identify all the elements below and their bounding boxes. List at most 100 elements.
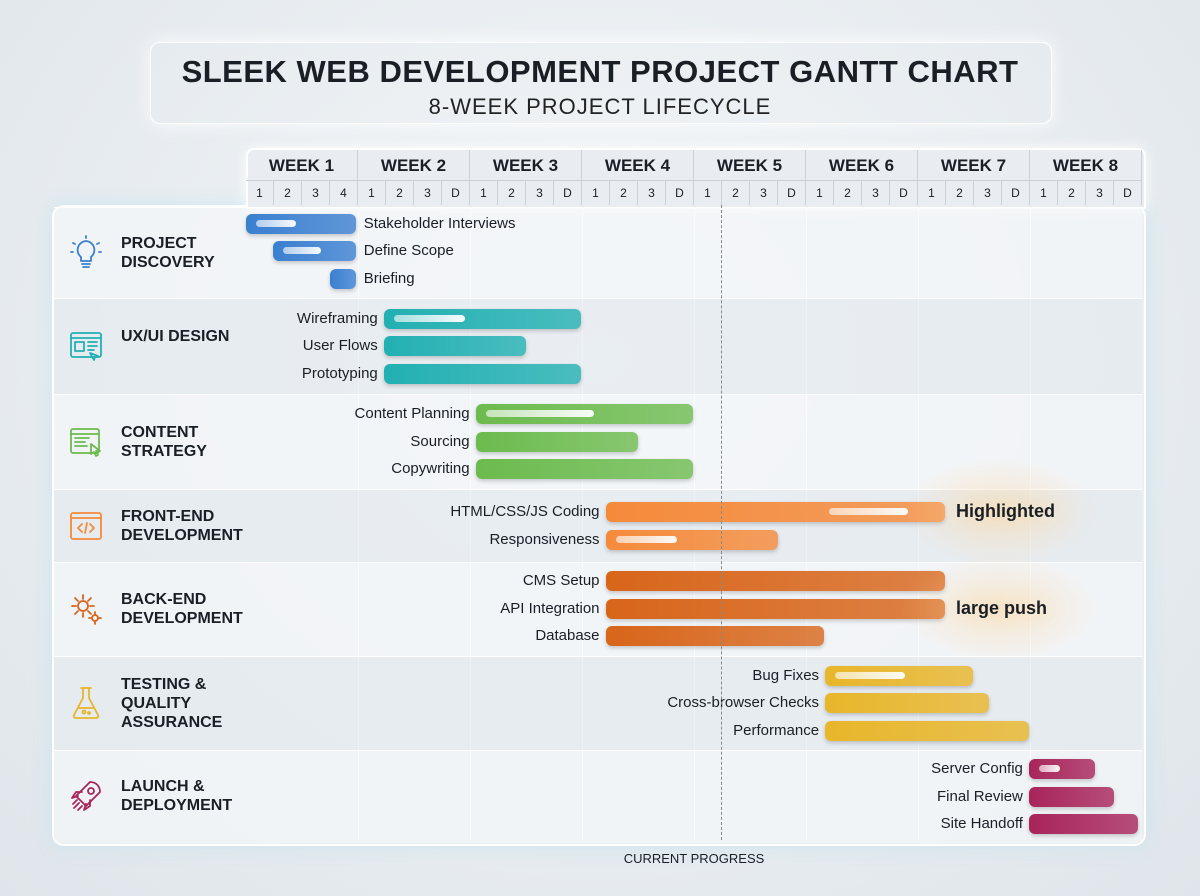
group-name: TESTING & QUALITY ASSURANCE xyxy=(121,675,223,731)
task-progress xyxy=(485,410,595,417)
task-label: Performance xyxy=(733,722,820,739)
task-bar[interactable] xyxy=(475,432,638,452)
week-header: WEEK 8 xyxy=(1030,150,1142,180)
rocket-icon xyxy=(68,778,104,814)
task-label: Copywriting xyxy=(391,460,470,477)
day-header: 3 xyxy=(302,180,330,205)
day-header: 2 xyxy=(274,180,302,205)
chart-subtitle: 8-WEEK PROJECT LIFECYCLE xyxy=(428,94,772,119)
flask-icon xyxy=(68,685,104,721)
day-header: 2 xyxy=(834,180,862,205)
day-header: 1 xyxy=(1030,180,1058,205)
week-header: WEEK 7 xyxy=(918,150,1030,180)
day-header: 2 xyxy=(1058,180,1086,205)
current-progress-label: CURRENT PROGRESS xyxy=(623,851,765,866)
day-header: 2 xyxy=(610,180,638,205)
task-bar[interactable] xyxy=(1028,814,1138,834)
task-bar[interactable] xyxy=(383,336,526,356)
week-header: WEEK 2 xyxy=(358,150,470,180)
task-label: Wireframing xyxy=(296,310,378,327)
day-header: D xyxy=(1002,180,1030,205)
day-header: D xyxy=(778,180,806,205)
day-header: 3 xyxy=(974,180,1002,205)
group-name: UX/UI DESIGN xyxy=(121,328,230,345)
group-band xyxy=(54,207,1142,299)
task-progress xyxy=(256,220,297,227)
week-header: WEEK 6 xyxy=(806,150,918,180)
task-label: Responsiveness xyxy=(489,531,600,548)
task-label: Prototyping xyxy=(301,365,378,382)
code-icon xyxy=(68,508,104,544)
task-progress xyxy=(835,672,906,679)
task-bar[interactable] xyxy=(475,459,693,479)
group-name: PROJECT DISCOVERY xyxy=(121,234,215,271)
task-bar[interactable] xyxy=(825,666,973,686)
task-progress xyxy=(615,536,677,543)
task-label: Site Handoff xyxy=(940,815,1023,832)
task-progress xyxy=(1038,765,1060,772)
annotation-label: Highlighted xyxy=(956,501,1055,521)
lightbulb-icon xyxy=(68,234,104,271)
day-header: 4 xyxy=(330,180,358,205)
task-bar[interactable] xyxy=(1028,787,1114,807)
annotation-glow xyxy=(900,457,1100,567)
week-header: WEEK 5 xyxy=(694,150,806,180)
day-header: 1 xyxy=(918,180,946,205)
day-header: D xyxy=(666,180,694,205)
task-bar[interactable] xyxy=(605,626,824,646)
task-bar[interactable] xyxy=(605,571,945,591)
task-bar[interactable] xyxy=(246,214,356,234)
day-header: D xyxy=(890,180,918,205)
day-header: D xyxy=(1114,180,1142,205)
day-header: 1 xyxy=(358,180,386,205)
task-label: Database xyxy=(535,627,600,644)
task-bar[interactable] xyxy=(825,693,989,713)
title-frame xyxy=(150,42,1052,124)
day-header: 1 xyxy=(582,180,610,205)
task-bar[interactable] xyxy=(272,241,356,261)
group-name: BACK-END DEVELOPMENT xyxy=(121,591,243,627)
task-bar[interactable] xyxy=(605,530,778,550)
task-label: Briefing xyxy=(363,270,415,287)
day-header: 2 xyxy=(386,180,414,205)
task-label: Bug Fixes xyxy=(752,667,820,684)
document-hand-icon xyxy=(68,424,104,460)
day-header: 3 xyxy=(750,180,778,205)
task-label: Sourcing xyxy=(410,433,470,450)
group-band xyxy=(54,750,1142,843)
gears-icon xyxy=(68,591,104,627)
wireframe-icon xyxy=(68,328,104,364)
day-header: 1 xyxy=(470,180,498,205)
task-bar[interactable] xyxy=(330,269,356,289)
task-label: Cross-browser Checks xyxy=(667,694,820,711)
task-label: Content Planning xyxy=(354,405,470,422)
group-band xyxy=(54,562,1142,657)
task-label: API Integration xyxy=(500,600,600,617)
task-bar[interactable] xyxy=(605,502,945,522)
task-label: HTML/CSS/JS Coding xyxy=(450,503,600,520)
group-band xyxy=(54,298,1142,395)
task-progress xyxy=(393,315,465,322)
task-bar[interactable] xyxy=(825,721,1029,741)
task-bar[interactable] xyxy=(1028,759,1095,779)
task-progress xyxy=(282,247,321,254)
chart-title: SLEEK WEB DEVELOPMENT PROJECT GANTT CHAR… xyxy=(181,54,1019,89)
day-header: 3 xyxy=(414,180,442,205)
current-progress-line xyxy=(721,205,722,840)
task-label: User Flows xyxy=(302,337,378,354)
task-bar[interactable] xyxy=(383,364,581,384)
task-label: Stakeholder Interviews xyxy=(363,215,516,232)
week-header: WEEK 4 xyxy=(582,150,694,180)
day-header: 2 xyxy=(946,180,974,205)
day-header: D xyxy=(554,180,582,205)
day-header: 2 xyxy=(722,180,750,205)
task-bar[interactable] xyxy=(605,599,945,619)
day-header: 3 xyxy=(526,180,554,205)
task-bar[interactable] xyxy=(383,309,581,329)
task-bar[interactable] xyxy=(475,404,693,424)
annotation-glow xyxy=(900,554,1100,664)
task-label: CMS Setup xyxy=(522,572,600,589)
group-band xyxy=(54,489,1142,563)
task-label: Define Scope xyxy=(363,242,454,259)
